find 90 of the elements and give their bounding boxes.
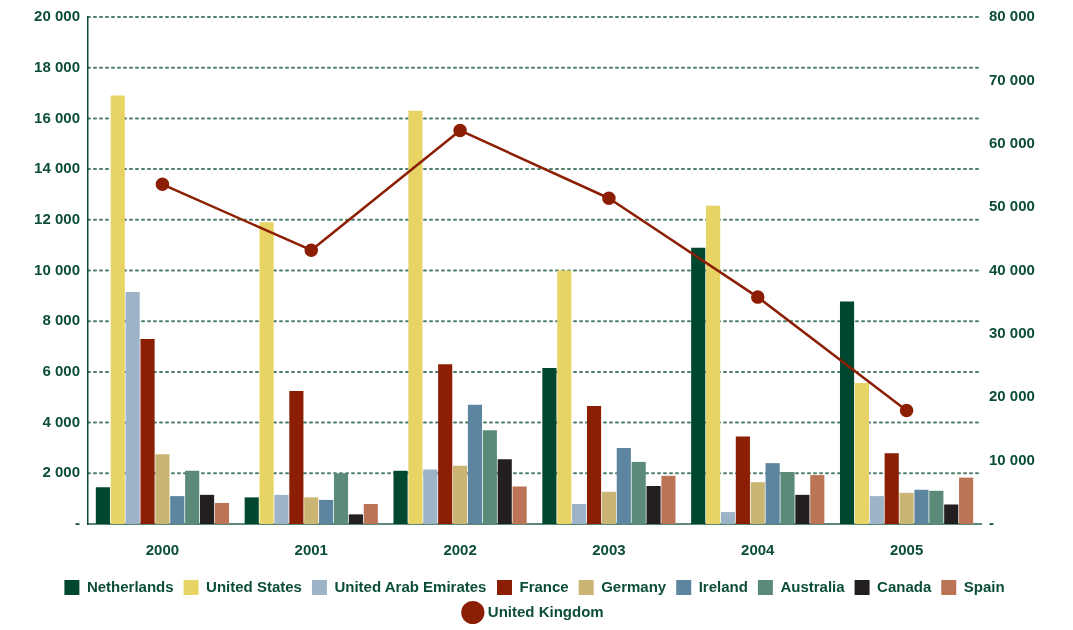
y-tick-label: -	[75, 514, 80, 532]
y2-tick-label: 10 000	[989, 450, 1035, 468]
bar	[959, 477, 974, 524]
bar	[661, 475, 676, 524]
bar	[140, 338, 155, 524]
bar	[735, 436, 750, 524]
legend-label: United Arab Emirates	[334, 577, 487, 595]
bar	[899, 492, 914, 524]
bar	[304, 497, 319, 524]
bar	[720, 512, 736, 524]
bar	[393, 470, 408, 524]
point	[304, 243, 318, 257]
bar	[423, 469, 438, 524]
y-tick-label: 14 000	[34, 159, 80, 177]
bar	[319, 499, 334, 524]
legend-label: United Kingdom	[487, 602, 604, 620]
bar	[691, 247, 706, 524]
point	[899, 403, 914, 418]
point	[602, 191, 616, 205]
bar	[944, 504, 959, 524]
y-tick-label: 10 000	[34, 260, 80, 278]
legend-label: United States	[206, 577, 302, 595]
x-tick-label: 2000	[145, 541, 180, 559]
bar	[854, 383, 869, 524]
bar	[616, 447, 631, 524]
point	[453, 123, 467, 138]
y2-tick-label: 60 000	[989, 133, 1035, 151]
legend-label: Australia	[780, 577, 846, 595]
bar	[274, 494, 289, 524]
y-tick-label: 20 000	[34, 7, 80, 25]
point	[155, 177, 170, 192]
bar	[214, 502, 230, 524]
bar	[200, 494, 215, 524]
legend-label: France	[519, 577, 569, 595]
bar	[750, 482, 765, 524]
y2-tick-label: 80 000	[989, 7, 1035, 25]
bar	[512, 486, 527, 524]
bar	[795, 494, 810, 524]
bar	[646, 485, 661, 524]
y2-tick-label: 40 000	[989, 260, 1035, 278]
x-tick-label: 2001	[294, 541, 328, 559]
x-tick-label: 2004	[741, 541, 776, 559]
legend-label: Netherlands	[86, 577, 174, 595]
bar	[259, 222, 274, 524]
bar	[869, 496, 884, 524]
y-tick-label: 2 000	[42, 463, 80, 481]
bar	[914, 489, 929, 524]
y-tick-label: 16 000	[34, 108, 80, 126]
bar	[810, 475, 825, 524]
x-tick-label: 2002	[443, 541, 477, 559]
y-tick-label: 8 000	[42, 311, 80, 329]
x-tick-label: 2005	[889, 541, 924, 559]
bar	[408, 110, 423, 524]
bar	[542, 368, 557, 524]
bar	[497, 459, 512, 524]
bar	[839, 301, 855, 524]
point	[751, 290, 765, 304]
bar	[467, 404, 483, 524]
bar	[765, 463, 780, 524]
bar	[170, 496, 185, 524]
y2-tick-label: 70 000	[989, 70, 1035, 88]
bar	[348, 514, 363, 524]
bar	[586, 406, 602, 524]
y-tick-label: 12 000	[34, 209, 80, 227]
legend-label: Canada	[877, 577, 932, 595]
bar	[438, 364, 453, 524]
y2-tick-label: 20 000	[989, 387, 1035, 405]
bar	[706, 205, 721, 524]
bar	[289, 390, 304, 524]
bar	[155, 454, 170, 524]
y2-tick-label: 30 000	[989, 324, 1035, 342]
y2-tick-label: -	[989, 514, 994, 532]
y2-tick-label: 50 000	[989, 197, 1035, 215]
bar	[453, 465, 468, 524]
bar	[363, 503, 378, 524]
legend-label: Ireland	[698, 577, 748, 595]
bar	[572, 503, 587, 524]
bar	[95, 487, 110, 524]
bar	[110, 95, 125, 524]
x-tick-label: 2003	[592, 541, 626, 559]
y-tick-label: 18 000	[34, 57, 80, 75]
bar	[557, 270, 572, 524]
y-tick-label: 6 000	[42, 362, 80, 380]
bar	[244, 497, 259, 524]
bar	[601, 491, 616, 524]
legend-label: Germany	[601, 577, 667, 595]
bar	[884, 453, 899, 524]
legend-label: Spain	[963, 577, 1005, 595]
bar	[125, 292, 140, 524]
y-tick-label: 4 000	[42, 412, 80, 430]
